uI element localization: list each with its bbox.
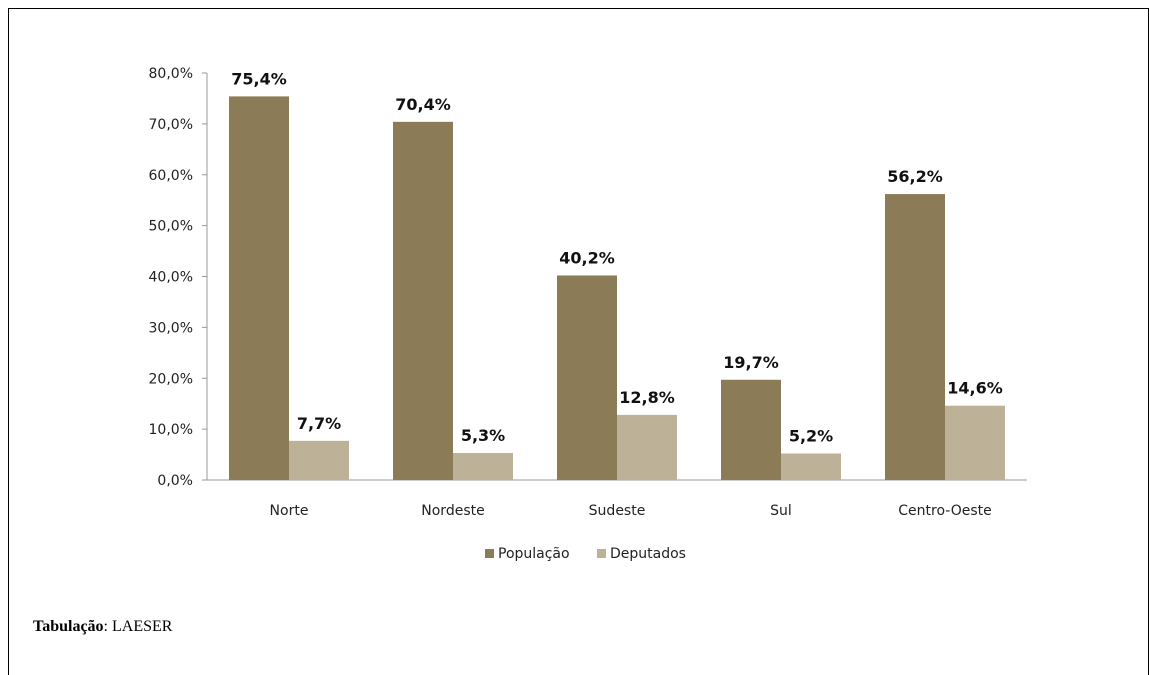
bar-value-label: 40,2% (559, 248, 615, 267)
bar-deputados (617, 414, 677, 480)
bar-value-label: 5,2% (789, 427, 833, 446)
x-category-label: Sudeste (589, 503, 646, 519)
bar-value-label: 70,4% (395, 95, 451, 114)
y-tick-label: 10,0% (149, 422, 193, 438)
bar-chart: 0,0% 10,0% 20,0% 30,0% 40,0% 50,0% 60,0% 70,0% 8… (149, 66, 1027, 562)
y-tick-label: 20,0% (149, 371, 193, 387)
chart-bars (229, 96, 1005, 480)
data-labels: 75,4% 7,7% 70,4% 5,3% 40,2% 12,8% 19,7% 5,2% 56,… (231, 69, 1003, 445)
legend-swatch (597, 549, 606, 558)
source-note: Tabulação: LAESER (33, 618, 172, 636)
x-category-label: Sul (770, 503, 792, 519)
chart-legend: População Deputados (485, 546, 686, 562)
bar-deputados (945, 405, 1005, 480)
x-axis-categories: Norte Nordeste Sudeste Sul Centro-Oeste (270, 503, 992, 519)
bar-populacao (229, 96, 289, 480)
bar-value-label: 75,4% (231, 69, 287, 88)
bar-value-label: 12,8% (619, 388, 675, 407)
source-label: Tabulação (33, 618, 104, 635)
x-category-label: Nordeste (421, 503, 484, 519)
y-tick-label: 50,0% (149, 219, 193, 235)
y-tick-label: 30,0% (149, 320, 193, 336)
source-text: : LAESER (103, 618, 173, 635)
bar-deputados (289, 440, 349, 480)
bar-populacao (557, 275, 617, 480)
bar-value-label: 5,3% (461, 426, 505, 445)
bar-deputados (781, 453, 841, 480)
bar-deputados (453, 453, 513, 480)
y-tick-label: 40,0% (149, 270, 193, 286)
x-category-label: Norte (270, 503, 309, 519)
y-tick-label: 60,0% (149, 168, 193, 184)
legend-swatch (485, 549, 494, 558)
bar-value-label: 7,7% (297, 414, 341, 433)
legend-label: Deputados (610, 546, 686, 562)
bar-populacao (885, 194, 945, 480)
x-category-label: Centro-Oeste (898, 503, 992, 519)
bar-populacao (393, 121, 453, 480)
y-tick-label: 70,0% (149, 117, 193, 133)
bar-populacao (721, 379, 781, 480)
y-tick-label: 0,0% (157, 473, 193, 489)
bar-value-label: 14,6% (947, 379, 1003, 398)
y-axis-ticks: 0,0% 10,0% 20,0% 30,0% 40,0% 50,0% 60,0% 70,0% 8… (149, 66, 207, 489)
legend-label: População (498, 546, 570, 562)
bar-value-label: 19,7% (723, 353, 779, 372)
bar-value-label: 56,2% (887, 167, 943, 186)
y-tick-label: 80,0% (149, 66, 193, 82)
